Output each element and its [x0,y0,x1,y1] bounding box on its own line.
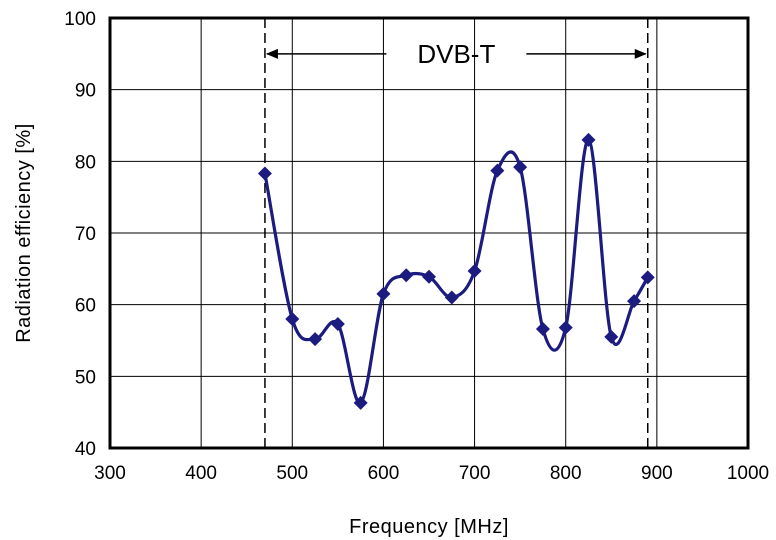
band-arrowhead-left [265,48,278,59]
x-axis-title: Frequency [MHz] [349,516,509,538]
data-point-600 [376,286,391,301]
band-arrowhead-right [634,48,647,59]
data-point-800 [558,320,573,335]
x-tick-label-1000: 1000 [727,463,769,484]
data-point-650 [422,269,436,284]
tick-labels: 300 400 500 600 700 800 900 1000 40 50 60 70 80 90 100 [64,9,769,484]
y-tick-label-100: 100 [64,9,96,30]
series-line-0 [263,138,650,405]
y-tick-label-70: 70 [75,224,96,245]
plot-area-frame [108,16,750,450]
data-point-470 [257,166,272,181]
data-point-750 [513,160,528,175]
y-tick-label-90: 90 [75,81,96,102]
y-axis-title: Radiation efficiency [%] [13,123,35,343]
y-tick-label-60: 60 [75,296,96,317]
dvb-t-band: DVB-T [264,18,649,448]
y-tick-label-80: 80 [75,152,96,173]
x-tick-label-700: 700 [459,463,491,484]
data-point-500 [285,312,300,326]
data-point-850 [604,329,619,344]
x-tick-label-300: 300 [94,463,126,484]
data-point-575 [353,395,368,410]
x-tick-label-500: 500 [276,463,308,484]
x-tick-label-600: 600 [368,463,400,484]
data-point-675 [444,290,459,305]
x-tick-label-400: 400 [185,463,217,484]
data-point-625 [399,268,414,283]
data-point-525 [308,332,323,347]
data-point-725 [490,163,505,178]
y-tick-label-40: 40 [75,439,96,460]
y-tick-label-50: 50 [75,367,96,388]
data-point-775 [535,322,550,337]
data-point-890 [640,270,655,285]
band-label: DVB-T [417,39,495,69]
data-point-550 [330,317,345,332]
grid [110,18,748,448]
x-tick-label-900: 900 [641,463,673,484]
x-tick-label-800: 800 [550,463,582,484]
series-layer [257,132,655,410]
data-point-875 [627,294,642,309]
data-point-825 [581,132,596,147]
data-point-700 [467,263,482,278]
